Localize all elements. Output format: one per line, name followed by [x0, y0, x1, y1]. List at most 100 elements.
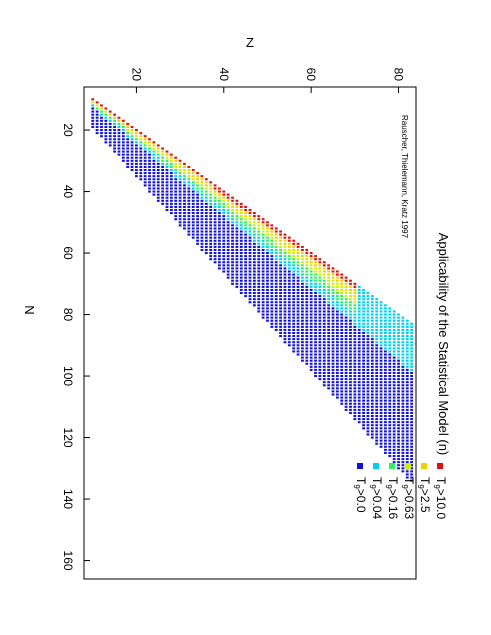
heatmap-cell — [305, 264, 309, 267]
heatmap-cell — [204, 202, 208, 205]
heatmap-cell — [327, 362, 331, 365]
heatmap-cell — [156, 175, 160, 178]
heatmap-cell — [362, 362, 365, 365]
heatmap-cell — [287, 276, 291, 279]
heatmap-cell — [357, 378, 361, 381]
heatmap-cell — [322, 264, 326, 267]
heatmap-cell — [252, 261, 256, 264]
heatmap-cell — [213, 224, 217, 227]
heatmap-cell — [165, 159, 169, 162]
heatmap-cell — [357, 341, 361, 344]
heatmap-cell — [384, 331, 387, 335]
heatmap-cell — [222, 202, 226, 205]
heatmap-cell — [287, 261, 291, 264]
heatmap-cell — [327, 264, 331, 267]
heatmap-cell — [292, 298, 296, 301]
heatmap-cell — [392, 414, 396, 418]
heatmap-cell — [279, 233, 282, 236]
heatmap-cell — [401, 344, 405, 347]
heatmap-cell — [309, 282, 313, 285]
heatmap-cell — [322, 328, 326, 331]
heatmap-cell — [204, 245, 208, 248]
heatmap-cell — [349, 319, 352, 322]
heatmap-cell — [292, 301, 296, 304]
heatmap-cell — [405, 408, 409, 411]
heatmap-cell — [121, 135, 125, 138]
heatmap-cell — [331, 350, 335, 353]
heatmap-cell — [410, 322, 414, 325]
heatmap-cell — [392, 451, 396, 454]
heatmap-cell — [248, 279, 252, 282]
heatmap-cell — [366, 424, 370, 427]
heatmap-cell — [244, 215, 248, 218]
heatmap-cell — [283, 328, 287, 331]
x-tick-label: 60 — [61, 246, 75, 260]
heatmap-cell — [231, 248, 234, 252]
heatmap-cell — [318, 378, 322, 381]
heatmap-cell — [165, 181, 169, 184]
heatmap-cell — [183, 215, 186, 218]
heatmap-cell — [379, 430, 383, 433]
heatmap-cell — [335, 356, 339, 359]
heatmap-cell — [196, 212, 199, 215]
heatmap-cell — [143, 172, 147, 175]
heatmap-cell — [287, 335, 291, 338]
heatmap-cell — [196, 181, 199, 184]
heatmap-cell — [405, 362, 409, 365]
heatmap-cell — [331, 273, 335, 276]
heatmap-cell — [392, 427, 396, 430]
heatmap-cell — [392, 402, 396, 405]
heatmap-cell — [292, 295, 296, 298]
heatmap-cell — [318, 261, 322, 264]
heatmap-cell — [309, 325, 313, 328]
heatmap-cell — [401, 393, 405, 396]
heatmap-cell — [287, 319, 291, 322]
heatmap-cell — [327, 365, 331, 368]
heatmap-cell — [174, 199, 178, 202]
heatmap-cell — [209, 242, 213, 245]
heatmap-cell — [191, 224, 195, 227]
heatmap-cell — [135, 129, 138, 132]
heatmap-cell — [335, 304, 339, 307]
heatmap-cell — [362, 298, 365, 301]
heatmap-cell — [335, 384, 339, 387]
heatmap-cell — [405, 421, 409, 424]
heatmap-cell — [370, 368, 374, 371]
heatmap-cell — [375, 414, 379, 418]
heatmap-cell — [226, 212, 230, 215]
heatmap-cell — [410, 448, 414, 451]
heatmap-cell — [301, 313, 304, 316]
heatmap-cell — [218, 258, 221, 261]
heatmap-cell — [213, 208, 217, 212]
heatmap-cell — [287, 288, 291, 291]
heatmap-cell — [388, 353, 392, 356]
heatmap-cell — [362, 291, 365, 295]
heatmap-cell — [187, 175, 191, 178]
heatmap-cell — [226, 224, 230, 227]
heatmap-cell — [274, 298, 278, 301]
heatmap-cell — [410, 353, 414, 356]
heatmap-cell — [331, 288, 335, 291]
heatmap-cell — [296, 279, 300, 282]
heatmap-cell — [108, 129, 112, 132]
heatmap-cell — [340, 356, 344, 359]
heatmap-cell — [152, 156, 156, 159]
heatmap-cell — [392, 331, 396, 335]
heatmap-cell — [143, 178, 147, 181]
heatmap-cell — [344, 356, 348, 359]
heatmap-cell — [375, 322, 379, 325]
heatmap-cell — [322, 362, 326, 365]
heatmap-cell — [161, 199, 165, 202]
heatmap-cell — [296, 264, 300, 267]
heatmap-cell — [191, 233, 195, 236]
heatmap-cell — [392, 341, 396, 344]
heatmap-cell — [239, 239, 243, 242]
heatmap-cell — [156, 165, 160, 168]
heatmap-cell — [200, 205, 204, 208]
heatmap-cell — [191, 187, 195, 190]
heatmap-cell — [318, 291, 322, 295]
heatmap-cell — [222, 236, 226, 239]
heatmap-cell — [405, 470, 409, 473]
heatmap-cell — [200, 236, 204, 239]
